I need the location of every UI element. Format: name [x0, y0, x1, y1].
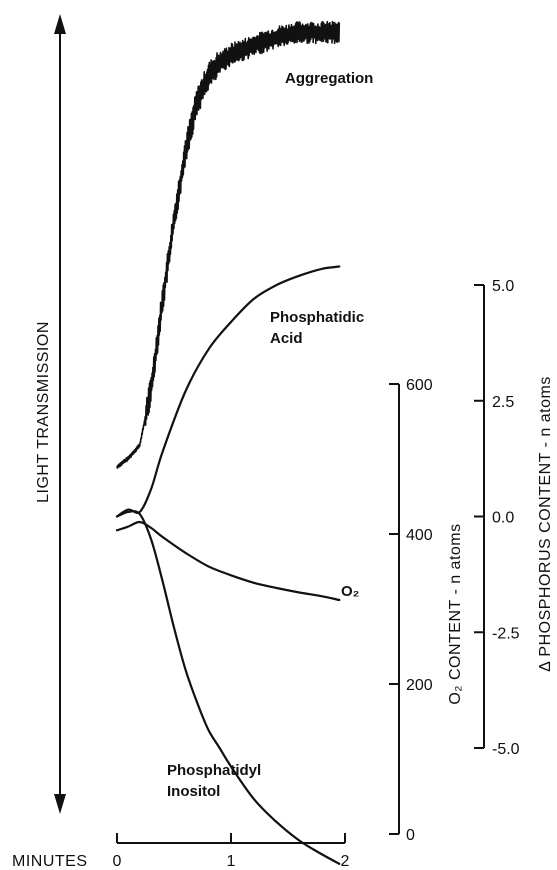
o2-tick-label: 200 — [406, 677, 433, 694]
annotations: Aggregation Phosphatidic Acid O₂ Phospha… — [167, 70, 373, 800]
annotation-phosphatidic: Phosphatidic — [270, 309, 364, 326]
phosphorus-tick-label: 2.5 — [492, 394, 514, 411]
annotation-aggregation: Aggregation — [285, 70, 373, 87]
x-tick-label: 0 — [113, 853, 122, 870]
o2-axis: 0 200 400 600 O₂ CONTENT - n atoms — [389, 377, 464, 844]
x-tick-label: 1 — [227, 853, 236, 870]
light-transmission-axis: LIGHT TRANSMISSION — [35, 14, 66, 814]
o2-tick-label: 400 — [406, 527, 433, 544]
series-group — [115, 20, 341, 865]
series-phosphatidic-acid-line — [115, 265, 341, 518]
phosphorus-tick-label: 5.0 — [492, 278, 514, 295]
annotation-o2: O₂ — [341, 583, 359, 600]
x-tick-label: 2 — [341, 853, 350, 870]
x-axis: 0 1 2 MINUTES — [12, 833, 350, 870]
light-transmission-label: LIGHT TRANSMISSION — [35, 321, 52, 503]
series-o-line — [115, 520, 341, 602]
o2-tick-label: 0 — [406, 827, 415, 844]
phosphorus-tick-label: 0.0 — [492, 510, 514, 527]
series-aggregation-line — [116, 20, 341, 469]
series-phosphatidyl-inositol-line — [115, 510, 341, 865]
o2-axis-label: O₂ CONTENT - n atoms — [447, 523, 464, 704]
phosphorus-tick-label: -2.5 — [492, 625, 520, 642]
annotation-acid: Acid — [270, 330, 303, 347]
annotation-phosphatidyl: Phosphatidyl — [167, 762, 261, 779]
phosphorus-axis: 5.0 2.5 0.0 -2.5 -5.0 Δ PHOSPHORUS CONTENT -… — [474, 278, 554, 758]
x-axis-label: MINUTES — [12, 853, 88, 870]
o2-tick-label: 600 — [406, 377, 433, 394]
annotation-inositol: Inositol — [167, 783, 220, 800]
phosphorus-axis-label: Δ PHOSPHORUS CONTENT - n atoms — [537, 376, 554, 672]
phosphorus-tick-label: -5.0 — [492, 741, 520, 758]
